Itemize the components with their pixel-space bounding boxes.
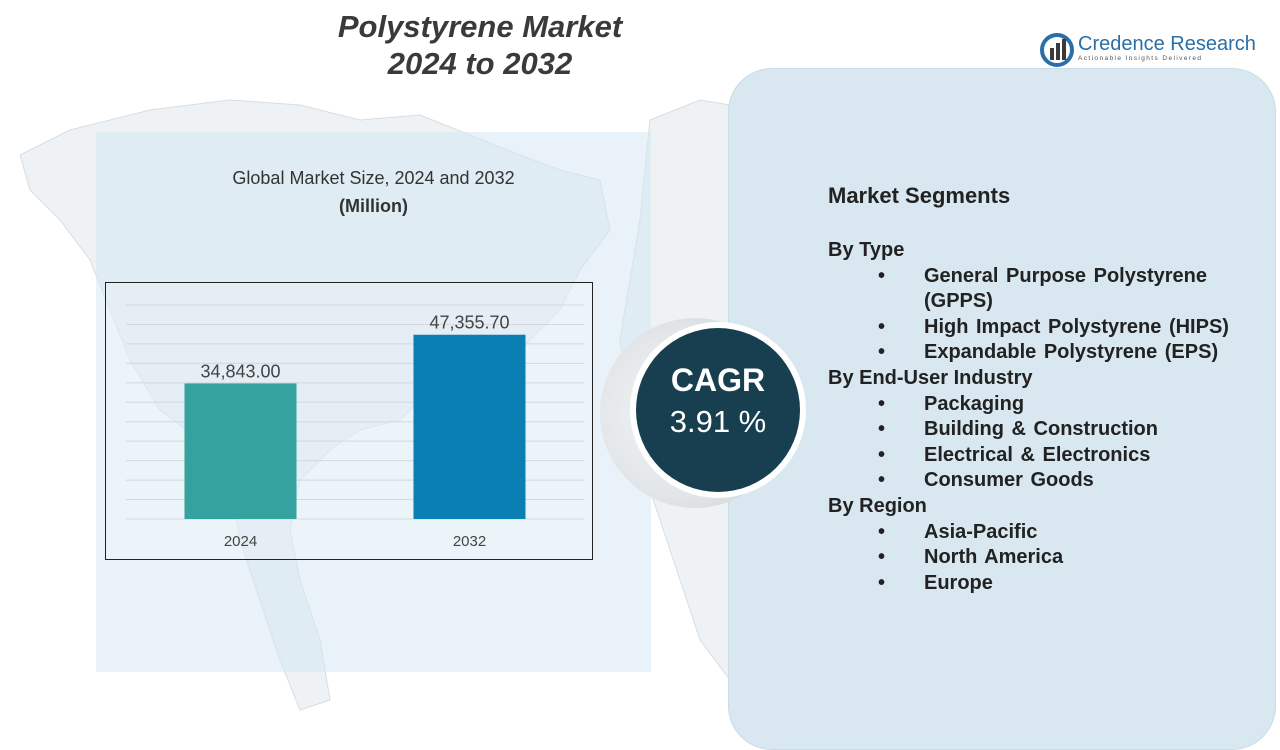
segment-item: • Consumer Goods bbox=[828, 468, 1258, 494]
title-line-2: 2024 to 2032 bbox=[387, 46, 573, 81]
brand-name: Credence Research bbox=[1078, 33, 1256, 55]
segment-item: • High Impact Polystyrene (HIPS) bbox=[828, 315, 1258, 341]
bullet-icon: • bbox=[878, 469, 886, 492]
data-label-2024: 34,843.00 bbox=[200, 361, 280, 381]
bullet-icon: • bbox=[878, 392, 886, 415]
segment-item-label: Consumer Goods bbox=[924, 469, 1094, 492]
bar-chart: 34,843.00 2024 47,355.70 2032 bbox=[105, 282, 593, 560]
bullet-icon: • bbox=[878, 546, 886, 569]
data-label-2032: 47,355.70 bbox=[429, 313, 509, 333]
bullet-icon: • bbox=[878, 264, 886, 287]
bar-2024 bbox=[184, 383, 297, 519]
bullet-icon: • bbox=[878, 443, 886, 466]
segment-group-label: By Region bbox=[828, 494, 927, 517]
segment-item: • General Purpose Polystyrene (GPPS) bbox=[828, 264, 1258, 315]
segment-item-label: Packaging bbox=[924, 392, 1025, 415]
bullet-icon: • bbox=[878, 341, 886, 364]
x-tick-label-2024: 2024 bbox=[224, 533, 257, 550]
segment-group-label: By Type bbox=[828, 239, 905, 261]
segment-item: • Electrical & Electronics bbox=[828, 443, 1258, 469]
page-title: Polystyrene Market 2024 to 2032 bbox=[300, 8, 660, 82]
segment-item-label: High Impact Polystyrene (HIPS) bbox=[924, 315, 1229, 338]
segment-item-label: Asia-Pacific bbox=[924, 520, 1038, 543]
segment-item-label: Europe bbox=[924, 571, 993, 594]
segment-item: • Europe bbox=[828, 571, 1258, 597]
segment-item: • Asia-Pacific bbox=[828, 520, 1258, 546]
segment-item: • Expandable Polystyrene (EPS) bbox=[828, 340, 1258, 366]
bullet-icon: • bbox=[878, 315, 886, 338]
title-line-1: Polystyrene Market bbox=[337, 9, 623, 44]
bullet-icon: • bbox=[878, 418, 886, 441]
segment-item: • Packaging bbox=[828, 392, 1258, 418]
segments-panel bbox=[728, 68, 1276, 750]
brand-logo: Credence Research Actionable Insights De… bbox=[1040, 30, 1260, 70]
bullet-icon: • bbox=[878, 520, 886, 543]
segment-item-label: North America bbox=[924, 546, 1064, 569]
brand-mark-icon bbox=[1040, 33, 1074, 67]
brand-tagline: Actionable Insights Delivered bbox=[1078, 55, 1203, 62]
segment-group-label: By End-User Industry bbox=[828, 366, 1033, 389]
segments-list: By Type • General Purpose Polystyrene (GPP… bbox=[828, 238, 1258, 596]
x-tick-label-2032: 2032 bbox=[453, 533, 486, 550]
bullet-icon: • bbox=[878, 571, 886, 594]
bar-2032 bbox=[413, 334, 526, 519]
chart-subtitle: (Million) bbox=[339, 196, 408, 216]
cagr-badge: CAGR 3.91 % bbox=[636, 328, 800, 492]
chart-title: Global Market Size, 2024 and 2032 bbox=[232, 168, 515, 188]
bar-chart-svg: 34,843.00 2024 47,355.70 2032 bbox=[126, 304, 584, 550]
segment-item-label: Electrical & Electronics bbox=[924, 443, 1151, 466]
cagr-value: 3.91 % bbox=[669, 404, 767, 439]
cagr-label: CAGR bbox=[670, 362, 766, 398]
segment-item-label: Building & Construction bbox=[924, 418, 1158, 441]
segment-item: • Building & Construction bbox=[828, 417, 1258, 443]
segments-heading: Market Segments bbox=[828, 183, 1011, 208]
segment-item-label: General Purpose Polystyrene (GPPS) bbox=[924, 264, 1208, 313]
segment-item: • North America bbox=[828, 545, 1258, 571]
segment-item-label: Expandable Polystyrene (EPS) bbox=[924, 341, 1219, 364]
